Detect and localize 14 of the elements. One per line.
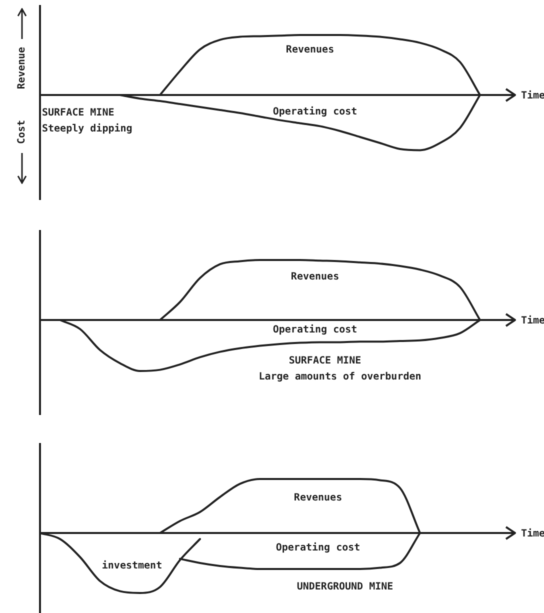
annotation: SURFACE MINE xyxy=(288,356,362,367)
series-label: Operating cost xyxy=(272,324,358,336)
text: Large amounts of overburden xyxy=(258,372,422,383)
series-label: Revenues xyxy=(294,492,342,504)
series-label: Revenues xyxy=(290,272,340,283)
text: Revenue xyxy=(16,46,28,90)
annotation: Steeply dipping xyxy=(42,122,132,135)
series-label: Revenues xyxy=(286,44,334,56)
annotation: UNDERGROUND MINE xyxy=(296,582,394,593)
annotation: SURFACE MINE xyxy=(42,108,114,119)
series-label: Operating cost xyxy=(276,542,360,554)
series-label: Operating cost xyxy=(272,106,358,118)
series-label: investment xyxy=(102,560,162,572)
text: Cost xyxy=(16,120,28,144)
